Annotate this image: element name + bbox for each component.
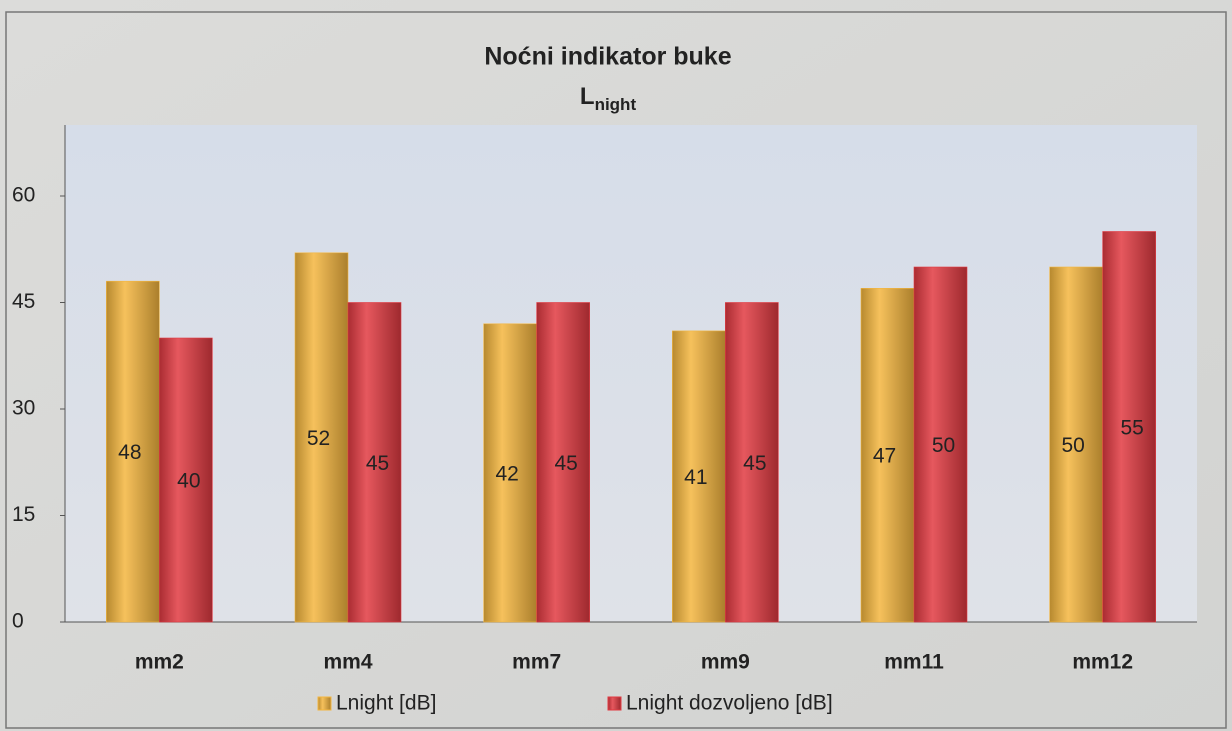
y-tick-label: 15 (12, 503, 35, 526)
subtitle-main: L (580, 83, 595, 110)
data-label: 47 (873, 445, 896, 468)
bar (106, 280, 160, 623)
data-label: 50 (1061, 434, 1084, 457)
chart-title: Noćni indikator buke (484, 43, 731, 71)
legend-label: Lnight [dB] (336, 692, 436, 715)
bar (913, 266, 968, 623)
legend-swatch (317, 696, 332, 711)
x-tick-label: mm11 (884, 651, 944, 674)
data-label: 45 (743, 452, 766, 475)
data-label: 45 (366, 452, 389, 475)
bar (483, 323, 537, 623)
bar (294, 252, 349, 623)
x-tick-label: mm12 (1072, 651, 1133, 674)
y-tick-label: 45 (12, 290, 35, 313)
data-label: 45 (554, 452, 577, 475)
data-label: 50 (932, 434, 955, 457)
bar (860, 287, 915, 623)
data-label: 48 (118, 441, 141, 464)
bar (1102, 231, 1156, 623)
data-label: 52 (307, 427, 330, 450)
y-tick-label: 60 (12, 184, 35, 207)
legend-swatch (607, 696, 622, 711)
data-label: 40 (177, 470, 200, 493)
y-tick-label: 30 (12, 397, 35, 420)
subtitle-sub: night (595, 95, 637, 114)
plot-area (65, 125, 1197, 622)
bar (1049, 266, 1103, 623)
x-tick-label: mm7 (512, 651, 561, 674)
bar (536, 302, 590, 623)
frame (5, 11, 1227, 729)
y-tick-label: 0 (12, 610, 24, 633)
data-label: 55 (1120, 416, 1143, 439)
bar (672, 330, 726, 623)
x-tick-label: mm2 (135, 651, 184, 674)
x-tick-label: mm4 (323, 651, 372, 674)
bar (725, 302, 779, 623)
bar (347, 302, 402, 623)
data-label: 41 (684, 466, 707, 489)
chart-subtitle: Lnight (580, 83, 637, 114)
bar (159, 337, 213, 623)
x-tick-label: mm9 (701, 651, 750, 674)
data-label: 42 (495, 462, 518, 485)
legend-label: Lnight dozvoljeno [dB] (626, 692, 833, 715)
